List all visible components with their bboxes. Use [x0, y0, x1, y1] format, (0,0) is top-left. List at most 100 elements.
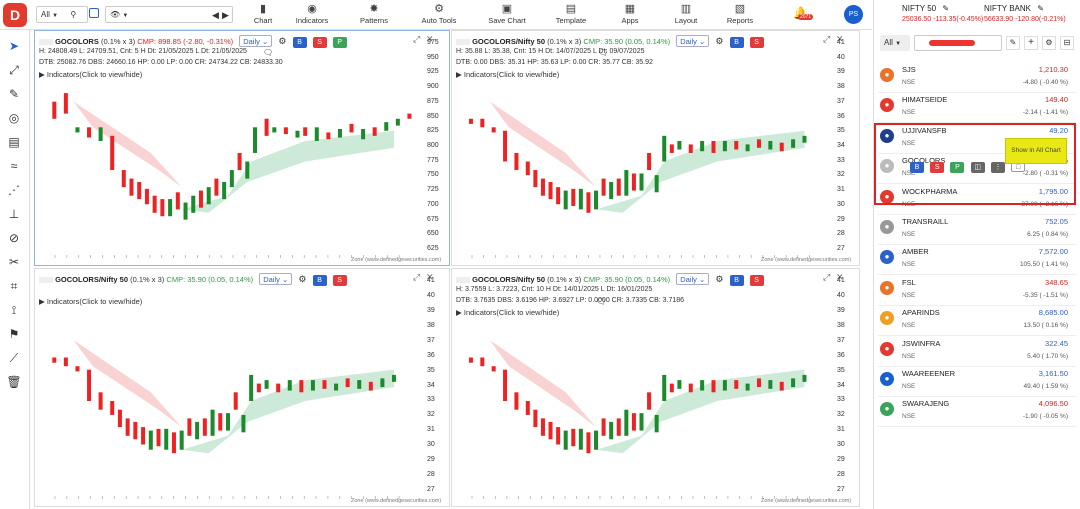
indicators-toggle[interactable]: ▶ Indicators(Click to view/hide) — [456, 308, 560, 317]
more-icon[interactable]: ⋮ — [990, 162, 1005, 173]
chart-panel[interactable]: GOCOLORS/Nifty 50 (0.1% x 3) CMP: 35.90 … — [34, 268, 450, 507]
nav-patterns[interactable]: ✸ Patterns — [349, 3, 399, 25]
watchlist-item[interactable]: ● TRANSRAILL NSE 752.05 6.25 ( 0.84 %) — [878, 215, 1076, 245]
nav-apps[interactable]: ▦ Apps — [605, 3, 655, 25]
candlestick-plot[interactable] — [452, 31, 831, 266]
chart-panel[interactable]: GOCOLORS/Nifty 50 (0.1% x 3) CMP: 35.90 … — [451, 30, 860, 266]
close-icon[interactable]: ✕ — [426, 272, 434, 282]
trash-icon[interactable]: 🗑 — [6, 375, 22, 389]
expand-icon[interactable]: ⤢ — [413, 34, 421, 44]
chart-panel[interactable]: GOCOLORS/Nifty 50 (0.1% x 3) CMP: 35.90 … — [451, 268, 860, 507]
position-button[interactable]: P — [332, 37, 347, 48]
watchlist-item[interactable]: ● HIMATSEIDE NSE 149.40 -2.14 ( -1.41 %) — [878, 93, 1076, 124]
candlestick-plot[interactable] — [452, 269, 831, 507]
path-icon[interactable]: ⟟ — [11, 303, 17, 317]
nav-layout[interactable]: ▥ Layout — [661, 3, 711, 25]
watchlist-item[interactable]: ● WAAREEENER NSE 3,161.50 49.40 ( 1.59 %… — [878, 367, 1076, 397]
chart-panel[interactable]: GOCOLORS (0.1% x 3) CMP: 898.85 (-2.80, … — [34, 30, 450, 266]
magnet-icon[interactable]: ⊘ — [8, 231, 20, 245]
index-nifty50[interactable]: NIFTY 50 ✎ 25036.50 -113.35(-0.45%) — [902, 4, 983, 23]
buy-button[interactable]: B — [729, 37, 744, 48]
segment-select[interactable]: All ▼ ⚲ — [36, 6, 88, 23]
notes-icon[interactable]: ▤ — [8, 135, 20, 149]
candlestick-plot[interactable] — [35, 31, 421, 266]
timeframe-select[interactable]: Daily ⌄ — [239, 35, 273, 47]
watchlist-name-input[interactable] — [914, 35, 1002, 51]
line-tool-icon[interactable]: ⤢ — [9, 63, 19, 77]
gear-icon[interactable]: ⚙ — [278, 36, 287, 46]
nav-save[interactable]: ▣ Save Chart — [482, 3, 532, 25]
comment-icon[interactable]: 🗨 — [263, 48, 274, 57]
symbol-search[interactable]: 👁 ▼ ◀ ▶ — [105, 6, 233, 23]
next-arrow-icon[interactable]: ▶ — [222, 10, 229, 20]
fib-icon[interactable]: ≈ — [10, 159, 18, 173]
watchlist-item[interactable]: ● SJS NSE 1,210.30 -4.80 ( -0.40 %) — [878, 63, 1076, 93]
close-icon[interactable]: ✕ — [836, 34, 844, 44]
shapes-icon[interactable]: ◎ — [8, 111, 20, 125]
nav-indicators[interactable]: ◉ Indicators — [287, 3, 337, 25]
position-button[interactable]: P — [950, 162, 965, 173]
gann-icon[interactable]: ⌗ — [10, 279, 18, 293]
edit-icon[interactable]: ✎ — [1037, 4, 1044, 13]
buy-button[interactable]: B — [312, 275, 327, 286]
tools-icon[interactable]: ✂ — [8, 255, 20, 269]
sell-button[interactable]: S — [332, 275, 347, 286]
expand-icon[interactable]: ⤢ — [413, 272, 421, 282]
collapse-icon[interactable]: ⊟ — [1060, 36, 1074, 50]
prev-arrow-icon[interactable]: ◀ — [212, 10, 219, 20]
timeframe-select[interactable]: Daily ⌄ — [676, 273, 710, 285]
nav-template[interactable]: ▤ Template — [546, 3, 596, 25]
brush-icon[interactable]: ✎ — [8, 87, 20, 101]
sell-button[interactable]: S — [749, 37, 764, 48]
watermark: Zone (www.definedgesecurities.com) — [761, 257, 852, 263]
candle — [175, 192, 180, 210]
close-icon[interactable]: ✕ — [426, 34, 434, 44]
watchlist-item[interactable]: ● FSL NSE 348.65 -5.35 ( -1.51 %) — [878, 276, 1076, 306]
timeframe-select[interactable]: Daily ⌄ — [259, 273, 293, 285]
gear-icon[interactable]: ⚙ — [715, 36, 724, 46]
edit-icon[interactable]: ✎ — [942, 4, 950, 13]
pattern-icon[interactable]: ⋰ — [8, 183, 20, 197]
chart-icon[interactable]: ◫ — [970, 162, 985, 173]
watchlist-item[interactable]: ● JSWINFRA NSE 322.45 5.40 ( 1.70 %) — [878, 337, 1076, 367]
index-niftybank[interactable]: NIFTY BANK ✎ 56633.90 -120.80(-0.21%) — [984, 4, 1066, 23]
flag-icon[interactable]: ⚑ — [8, 327, 20, 341]
expand-icon[interactable]: ⤢ — [823, 272, 831, 282]
search-icon[interactable]: ⚲ — [70, 10, 77, 19]
fan-icon[interactable]: ⟋ — [9, 351, 19, 365]
sell-button[interactable]: S — [930, 162, 945, 173]
nav-reports[interactable]: ▧ Reports — [715, 3, 765, 25]
watchlist-filter[interactable]: All ▼ — [880, 35, 910, 51]
indicators-toggle[interactable]: ▶ Indicators(Click to view/hide) — [39, 70, 143, 79]
candlestick-plot[interactable] — [35, 269, 421, 507]
checkbox[interactable] — [89, 8, 99, 18]
sell-button[interactable]: S — [749, 275, 764, 286]
gear-icon[interactable]: ⚙ — [298, 274, 307, 284]
show-in-all-chart-tooltip[interactable]: Show in All Chart — [1005, 138, 1067, 164]
measure-icon[interactable]: ⊥ — [8, 207, 20, 221]
buy-button[interactable]: B — [729, 275, 744, 286]
buy-button[interactable]: B — [292, 37, 307, 48]
timeframe-select[interactable]: Daily ⌄ — [676, 35, 710, 47]
add-icon[interactable]: + — [1024, 36, 1038, 50]
watchlist-item[interactable]: ● AMBER NSE 7,572.00 105.50 ( 1.41 %) — [878, 245, 1076, 276]
watchlist-item[interactable]: ● SWARAJENG NSE 4,096.50 -1.90 ( -0.05 %… — [878, 397, 1076, 428]
sell-button[interactable]: S — [312, 37, 327, 48]
nav-auto-tools[interactable]: ⚙ Auto Tools — [414, 3, 464, 25]
indicators-toggle[interactable]: ▶ Indicators(Click to view/hide) — [456, 70, 560, 79]
indicators-toggle[interactable]: ▶ Indicators(Click to view/hide) — [39, 297, 143, 306]
expand-icon[interactable]: ⤢ — [823, 34, 831, 44]
app-logo[interactable]: D — [3, 3, 27, 27]
close-icon[interactable]: ✕ — [836, 272, 844, 282]
cursor-icon[interactable]: ➤ — [8, 39, 20, 53]
buy-button[interactable]: B — [910, 162, 924, 173]
nav-chart[interactable]: ▮ Chart — [238, 3, 288, 25]
edit-icon[interactable]: ✎ — [1006, 36, 1020, 50]
gear-icon[interactable]: ⚙ — [1042, 36, 1056, 50]
gear-icon[interactable]: ⚙ — [715, 274, 724, 284]
avatar[interactable]: PS — [844, 5, 863, 24]
watchlist-item[interactable]: ● UJJIVANSFB NSE 49.20 — [878, 124, 1076, 154]
comment-icon[interactable]: 🗨 — [598, 48, 609, 57]
comment-icon[interactable]: 🗨 — [596, 297, 607, 306]
watchlist-item[interactable]: ● APARINDS NSE 8,685.00 13.50 ( 0.16 %) — [878, 306, 1076, 337]
